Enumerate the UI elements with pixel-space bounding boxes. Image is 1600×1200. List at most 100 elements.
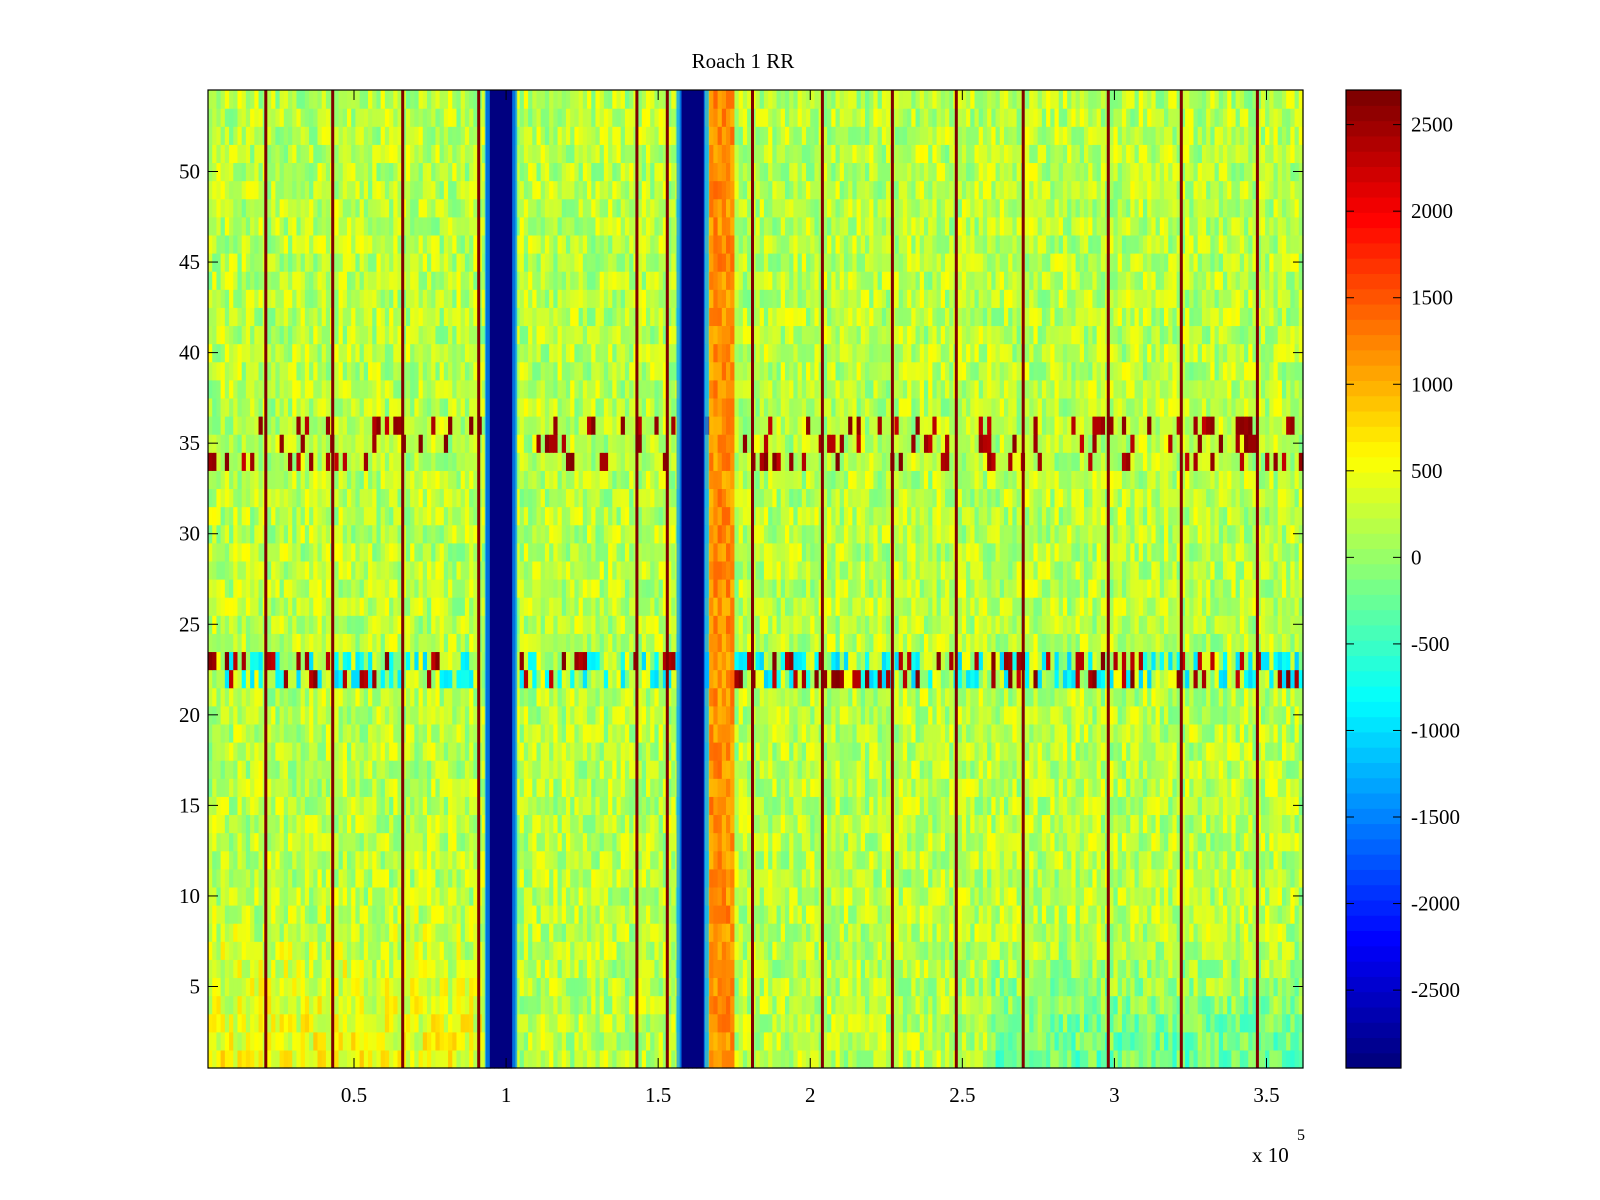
heatmap-cell: [464, 959, 470, 979]
heatmap-cell: [452, 778, 458, 797]
heatmap-cell: [1029, 1013, 1035, 1033]
heatmap-cell: [974, 1031, 980, 1051]
heatmap-cell: [1286, 905, 1291, 924]
heatmap-cell: [949, 959, 955, 979]
heatmap-cell: [1142, 977, 1148, 997]
heatmap-cell: [300, 886, 306, 906]
heatmap-cell: [317, 1013, 323, 1033]
heatmap-cell: [1088, 850, 1094, 870]
heatmap-cell: [372, 778, 378, 797]
heatmap-cell: [1130, 1049, 1136, 1069]
heatmap-cell: [587, 977, 592, 997]
heatmap-cell: [991, 1049, 997, 1069]
heatmap-cell: [772, 814, 778, 834]
heatmap-cell: [898, 923, 904, 942]
heatmap-cell: [321, 923, 327, 942]
heatmap-cell: [898, 760, 904, 779]
heatmap-cell: [911, 850, 917, 870]
heatmap-cell: [1201, 778, 1207, 797]
heatmap-cell: [355, 742, 361, 761]
heatmap-cell: [667, 814, 672, 834]
heatmap-cell: [1201, 995, 1207, 1015]
heatmap-cell: [713, 723, 719, 743]
heatmap-cell: [1281, 832, 1287, 852]
heatmap-cell: [671, 868, 677, 888]
heatmap-cell: [300, 742, 306, 761]
heatmap-cell: [797, 959, 803, 979]
heatmap-cell: [1046, 742, 1051, 761]
heatmap-cell: [679, 905, 685, 924]
heatmap-cell: [452, 832, 458, 852]
heatmap-cell: [852, 959, 858, 979]
heatmap-cell: [304, 905, 310, 924]
heatmap-cell: [266, 1013, 272, 1033]
heatmap-cell: [1151, 832, 1157, 852]
heatmap-cell: [961, 886, 967, 906]
heatmap-cell: [469, 760, 474, 779]
heatmap-cell: [1113, 1049, 1119, 1069]
heatmap-cell: [1269, 995, 1275, 1015]
heatmap-cell: [814, 923, 820, 942]
heatmap-cell: [431, 705, 437, 725]
heatmap-cell: [254, 778, 260, 797]
heatmap-cell: [229, 760, 234, 779]
heatmap-cell: [654, 977, 660, 997]
heatmap-cell: [1189, 814, 1195, 834]
heatmap-cell: [528, 814, 533, 834]
heatmap-cell: [346, 832, 352, 852]
heatmap-cell: [1041, 850, 1047, 870]
heatmap-cell: [730, 742, 736, 761]
heatmap-cell: [296, 1013, 302, 1033]
heatmap-cell: [869, 923, 875, 942]
heatmap-cell: [313, 778, 319, 797]
heatmap-cell: [1273, 905, 1279, 924]
heatmap-cell: [1189, 923, 1195, 942]
heatmap-cell: [755, 850, 761, 870]
heatmap-cell: [784, 995, 790, 1015]
heatmap-cell: [928, 868, 933, 888]
heatmap-cell: [907, 959, 912, 979]
heatmap-cell: [422, 959, 428, 979]
heatmap-cell: [237, 814, 243, 834]
heatmap-cell: [443, 1013, 449, 1033]
heatmap-cell: [245, 905, 251, 924]
heatmap-cell: [843, 1031, 849, 1051]
heatmap-cell: [313, 742, 319, 761]
heatmap-cell: [671, 886, 677, 906]
heatmap-cell: [721, 868, 727, 888]
heatmap-cell: [1062, 850, 1068, 870]
heatmap-cell: [1281, 814, 1287, 834]
heatmap-cell: [776, 742, 782, 761]
heatmap-cell: [1096, 977, 1102, 997]
heatmap-cell: [713, 778, 719, 797]
heatmap-cell: [641, 977, 647, 997]
heatmap-cell: [629, 760, 634, 779]
heatmap-cell: [1210, 760, 1216, 779]
heatmap-cell: [671, 923, 677, 942]
heatmap-cell: [1138, 760, 1144, 779]
heatmap-cell: [427, 923, 432, 942]
heatmap-cell: [940, 814, 946, 834]
heatmap-cell: [405, 760, 411, 779]
heatmap-cell: [321, 1031, 327, 1051]
heatmap-cell: [1088, 959, 1094, 979]
heatmap-cell: [418, 832, 424, 852]
heatmap-cell: [1151, 742, 1157, 761]
heatmap-cell: [894, 760, 900, 779]
heatmap-cell: [1176, 796, 1182, 816]
heatmap-cell: [1147, 850, 1152, 870]
heatmap-cell: [1294, 959, 1300, 979]
heatmap-cell: [1231, 778, 1237, 797]
heatmap-cell: [313, 941, 319, 960]
heatmap-cell: [393, 868, 399, 888]
heatmap-cell: [793, 886, 799, 906]
heatmap-cell: [881, 1013, 887, 1033]
heatmap-cell: [229, 868, 234, 888]
heatmap-cell: [313, 868, 319, 888]
heatmap-cell: [414, 1049, 420, 1069]
heatmap-cell: [843, 760, 849, 779]
heatmap-cell: [932, 941, 938, 960]
heatmap-cell: [595, 923, 601, 942]
heatmap-cell: [296, 742, 302, 761]
heatmap-cell: [936, 778, 942, 797]
